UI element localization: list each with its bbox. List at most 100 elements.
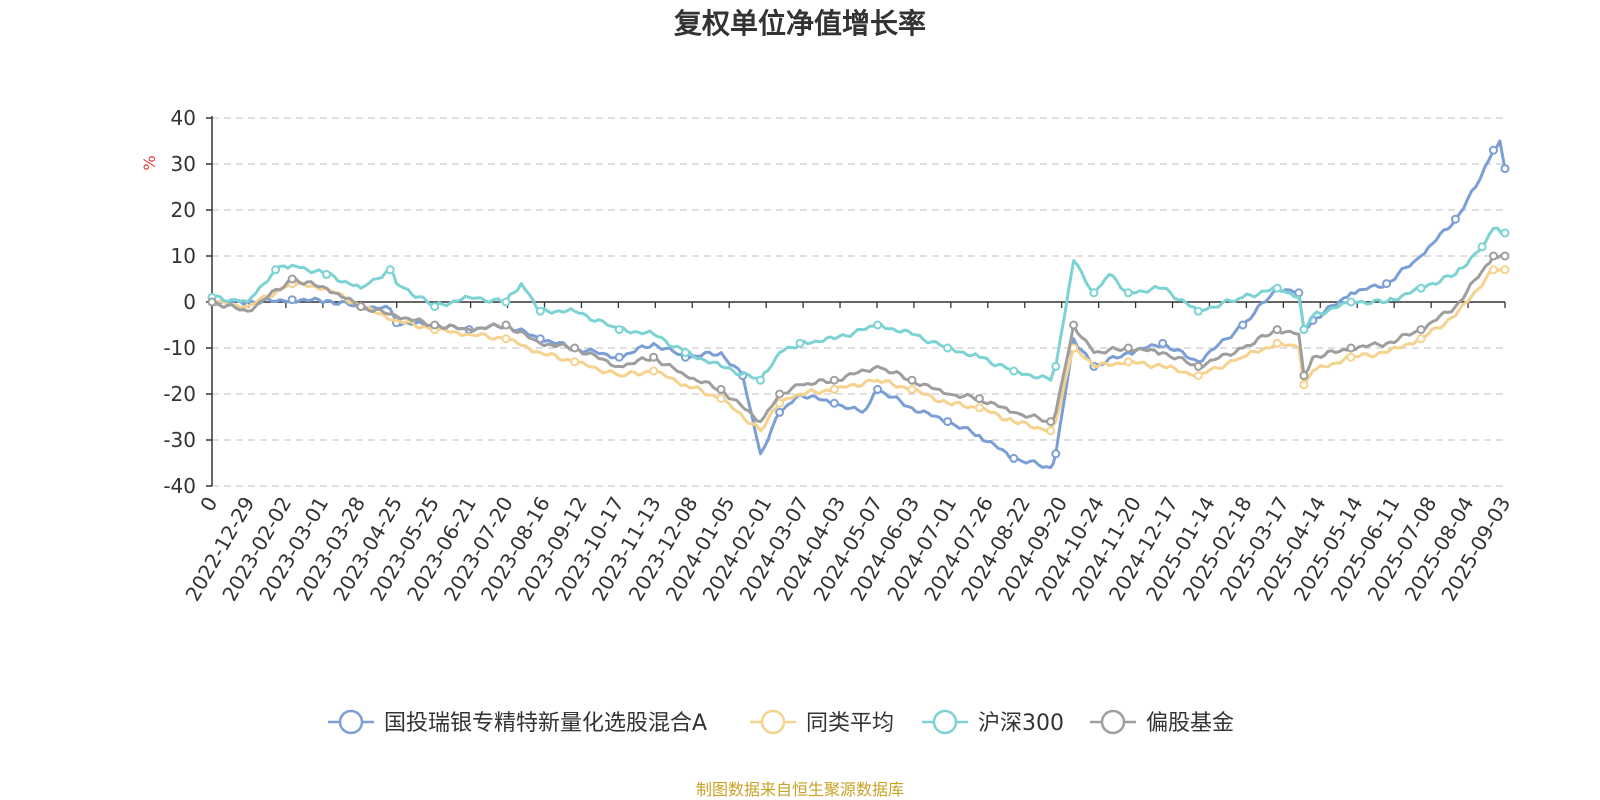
y-tick-labels: 40 30 20 10 0 -10 -20 -30 -40 [163, 106, 196, 498]
series-point [1299, 371, 1309, 381]
series-point [873, 384, 883, 394]
series-point [943, 343, 953, 353]
series-point [535, 306, 545, 316]
series-point [1416, 334, 1426, 344]
series-point [356, 302, 366, 312]
y-tick-label: 20 [171, 198, 196, 222]
series-point [1089, 288, 1099, 298]
series-lines [207, 139, 1510, 470]
series-point [570, 343, 580, 353]
series-point [1069, 320, 1079, 330]
series-point [974, 394, 984, 404]
legend-label: 同类平均 [806, 711, 894, 736]
series-point [1299, 380, 1309, 390]
x-tick-labels: 02022-12-292023-02-022023-03-012023-03-2… [180, 493, 1515, 606]
series-point [873, 320, 883, 330]
legend-label: 偏股基金 [1146, 711, 1234, 736]
series-point [570, 357, 580, 367]
y-tick-label: 40 [171, 106, 196, 130]
series-point [1500, 265, 1510, 275]
series-point [501, 334, 511, 344]
series-point [649, 352, 659, 362]
y-tick-label: -40 [163, 474, 196, 498]
series-point [756, 375, 765, 385]
y-tick-label: -10 [163, 336, 196, 360]
series-point [1051, 449, 1061, 459]
series-point [1500, 251, 1510, 261]
series-point [1450, 214, 1460, 224]
series-point [1051, 361, 1061, 371]
series-point [1346, 352, 1356, 362]
series-point [614, 325, 624, 335]
series-point [775, 389, 785, 399]
legend-item[interactable]: 国投瑞银专精特新量化选股混合A [328, 709, 707, 736]
series-point [907, 375, 917, 385]
y-tick-label: -30 [163, 428, 196, 452]
series-point [1489, 251, 1498, 261]
series-point [501, 297, 511, 307]
series-point [829, 398, 839, 408]
series-point [1272, 325, 1282, 335]
y-tick-label: -20 [163, 382, 196, 406]
series-point [1123, 343, 1133, 353]
series-line [211, 139, 1507, 470]
series-point [1193, 306, 1203, 316]
series-point [943, 417, 953, 427]
series-point [1382, 279, 1392, 289]
series-point [271, 265, 281, 275]
series-point [716, 384, 726, 394]
series-point [1238, 320, 1248, 330]
series-point [1193, 371, 1203, 381]
legend-marker-circle [338, 709, 364, 735]
legend-item[interactable]: 偏股基金 [1090, 709, 1234, 736]
legend-marker-circle [932, 709, 958, 735]
series-point [1489, 145, 1498, 155]
series-point [829, 384, 839, 394]
series-point [775, 407, 785, 417]
y-tick-label: 10 [171, 244, 196, 268]
y-tick-label: 30 [171, 152, 196, 176]
series-point [1416, 325, 1426, 335]
series-point [1489, 265, 1498, 275]
legend-item[interactable]: 同类平均 [750, 709, 894, 736]
series-point [501, 320, 511, 330]
series-point [1009, 453, 1019, 463]
series-point [385, 265, 395, 275]
series-point [829, 375, 839, 385]
series-line [211, 226, 1505, 382]
series-point [1193, 361, 1203, 371]
series-point [1477, 242, 1487, 252]
series-point [795, 338, 805, 348]
chart-title: 复权单位净值增长率 [674, 7, 926, 40]
series-point [1123, 288, 1133, 298]
legend-marker-circle [1100, 709, 1126, 735]
series-point [430, 302, 440, 312]
y-tick-label: 0 [183, 290, 196, 314]
series-point [1500, 164, 1510, 174]
series-point [287, 295, 297, 305]
series-line [211, 268, 1506, 433]
series-point [322, 269, 331, 279]
legend-item[interactable]: 沪深300 [922, 709, 1064, 736]
series-point [1046, 426, 1056, 436]
legend-label: 沪深300 [978, 711, 1064, 736]
y-axis-unit: % [140, 155, 159, 170]
series-point [287, 274, 297, 284]
series-point [649, 366, 659, 376]
legend-label: 国投瑞银专精特新量化选股混合A [384, 711, 707, 736]
axes [206, 116, 1506, 487]
series-point [1009, 366, 1019, 376]
series-point [1299, 325, 1309, 335]
data-source-note: 制图数据来自恒生聚源数据库 [696, 780, 904, 799]
series-point [1346, 343, 1356, 353]
series-point [716, 394, 726, 404]
legend-marker-circle [760, 709, 786, 735]
legend[interactable]: 国投瑞银专精特新量化选股混合A 同类平均 沪深300 偏股基金 [328, 709, 1234, 736]
series-point [1416, 283, 1426, 293]
series-point [614, 352, 624, 362]
series-point [430, 320, 440, 330]
series-point [907, 384, 917, 394]
series-point [1294, 288, 1304, 298]
series-point [1158, 338, 1168, 348]
